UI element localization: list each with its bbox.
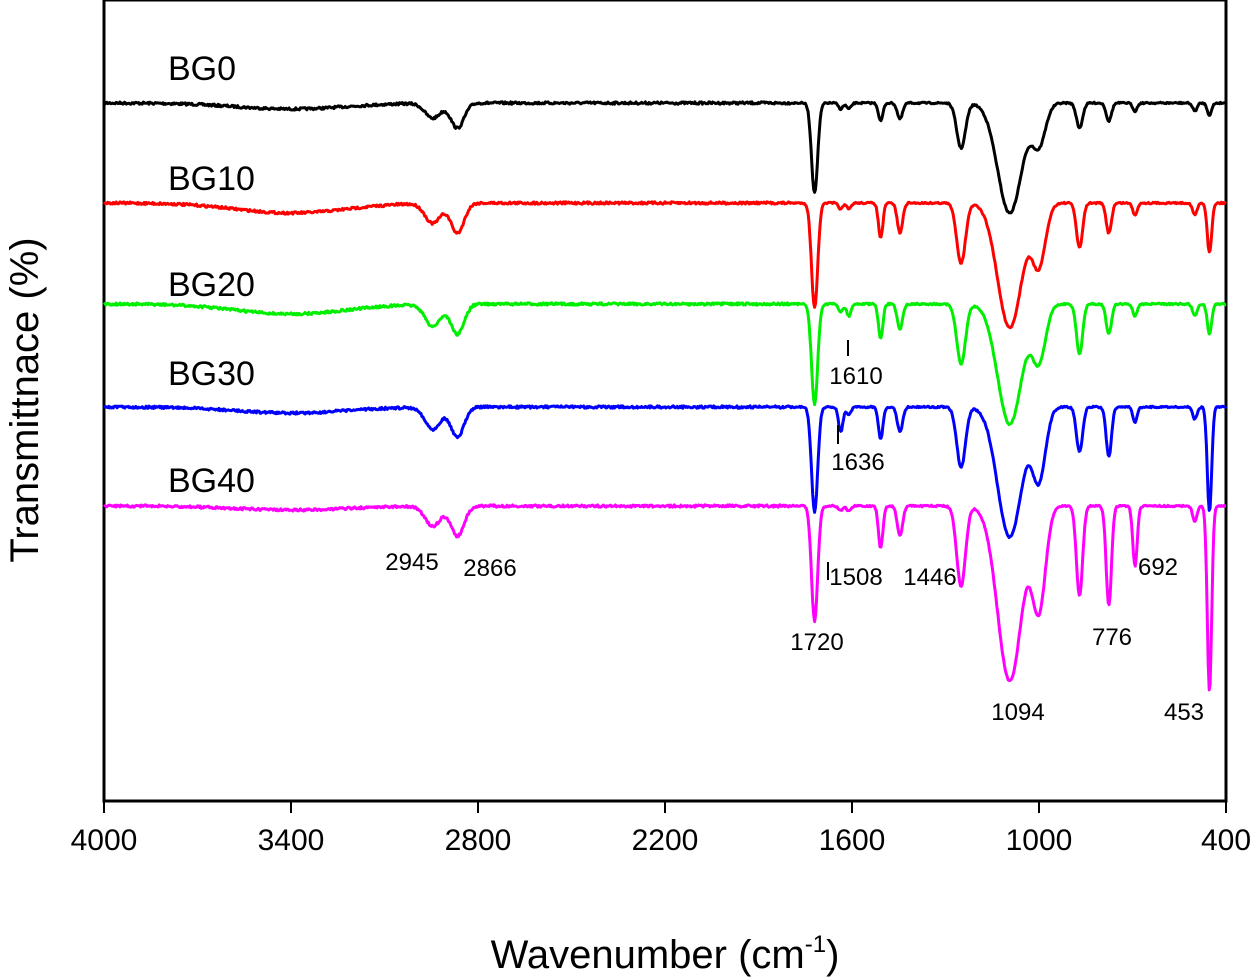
y-axis-title: Transmittnace (%) xyxy=(3,237,47,562)
series-label-bg40: BG40 xyxy=(168,462,255,500)
peak-label-1508: 1508 xyxy=(829,564,882,591)
peak-label-453: 453 xyxy=(1164,699,1204,726)
series-line-bg40 xyxy=(103,503,1227,692)
x-tick-label: 2800 xyxy=(445,824,512,857)
plot-frame xyxy=(102,0,1228,803)
peak-label-1636: 1636 xyxy=(831,449,884,476)
annotation-layer: 2945 2866 1720 1508 1446 1094 776 692 453 1610 163… xyxy=(385,340,1204,726)
x-axis-title-superscript: -1 xyxy=(805,931,826,958)
series-label-bg30: BG30 xyxy=(168,355,255,393)
peak-label-1610: 1610 xyxy=(829,363,882,390)
x-tick-label: 1600 xyxy=(819,824,886,857)
x-axis-title-main: Wavenumber (cm xyxy=(491,933,805,977)
x-axis-title-close: ) xyxy=(826,933,839,977)
series-label-bg0: BG0 xyxy=(168,50,236,88)
series-label-bg10: BG10 xyxy=(168,160,255,198)
peak-label-2945: 2945 xyxy=(385,549,438,576)
x-tick-label: 400 xyxy=(1201,824,1251,857)
peak-label-776: 776 xyxy=(1092,624,1132,651)
peak-label-692: 692 xyxy=(1138,554,1178,581)
x-tick-label: 2200 xyxy=(632,824,699,857)
x-axis-ticks: 4000 3400 2800 2200 1600 1000 400 xyxy=(71,801,1251,857)
peak-label-1094: 1094 xyxy=(991,699,1044,726)
series-label-bg20: BG20 xyxy=(168,266,255,304)
series-line-bg30 xyxy=(103,404,1228,540)
peak-label-1720: 1720 xyxy=(790,629,843,656)
peak-label-2866: 2866 xyxy=(463,555,516,582)
x-tick-label: 4000 xyxy=(71,824,138,857)
series-line-bg0 xyxy=(102,100,1227,215)
peak-label-1446: 1446 xyxy=(903,564,956,591)
x-tick-label: 3400 xyxy=(258,824,325,857)
series-layer: BG0 BG10 BG20 BG30 BG40 xyxy=(102,50,1228,692)
x-tick-label: 1000 xyxy=(1006,824,1073,857)
series-line-bg10 xyxy=(102,200,1227,330)
series-line-bg20 xyxy=(103,301,1227,427)
x-axis-title: Wavenumber (cm-1) xyxy=(491,931,840,977)
